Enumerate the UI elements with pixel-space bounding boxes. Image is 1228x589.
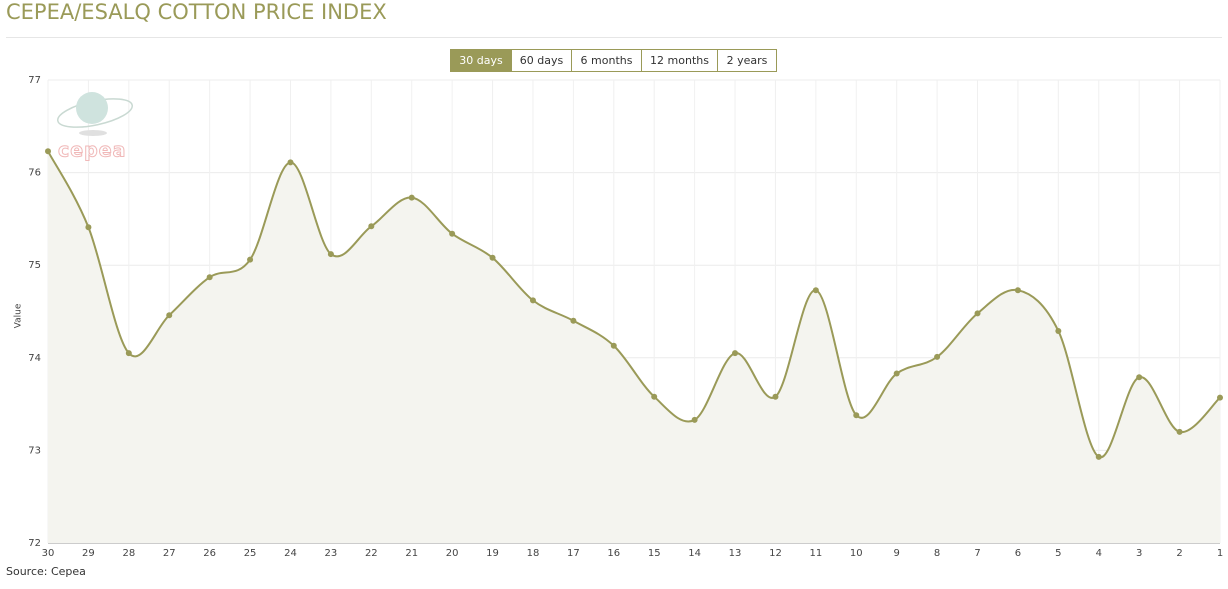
x-tick-label: 15 xyxy=(648,548,661,559)
chart-title: CEPEA/ESALQ COTTON PRICE INDEX xyxy=(6,0,387,24)
x-tick-label: 18 xyxy=(527,548,540,559)
point xyxy=(893,370,900,377)
x-tick-label: 17 xyxy=(567,548,580,559)
x-tick-label: 6 xyxy=(1015,548,1021,559)
x-tick-label: 29 xyxy=(82,548,95,559)
point xyxy=(853,412,860,419)
x-tick-label: 30 xyxy=(42,548,55,559)
y-tick-label: 75 xyxy=(28,260,41,271)
x-tick-label: 21 xyxy=(405,548,418,559)
y-tick-label: 76 xyxy=(28,168,41,179)
x-tick-label: 22 xyxy=(365,548,378,559)
x-tick-label: 11 xyxy=(809,548,822,559)
point xyxy=(408,194,415,201)
point xyxy=(812,287,819,294)
range-button-label[interactable]: 30 days xyxy=(459,54,503,67)
point xyxy=(570,317,577,324)
range-button-label[interactable]: 12 months xyxy=(650,54,709,67)
point xyxy=(85,224,92,231)
point xyxy=(449,230,456,237)
point xyxy=(1217,394,1223,401)
range-selector: 30 days 60 days 6 months 12 months 2 years xyxy=(450,49,777,72)
point xyxy=(247,256,254,263)
x-tick-label: 9 xyxy=(894,548,900,559)
x-tick-label: 23 xyxy=(325,548,338,559)
y-axis-label: Value xyxy=(14,303,24,328)
point xyxy=(125,350,132,357)
point xyxy=(1055,327,1062,334)
point xyxy=(327,251,334,258)
x-tick-label: 2 xyxy=(1176,548,1182,559)
point xyxy=(1136,374,1143,381)
logo-text: cepea xyxy=(58,140,126,162)
point xyxy=(489,254,496,261)
y-tick-label: 73 xyxy=(28,445,41,456)
point xyxy=(1176,428,1183,435)
x-tick-label: 27 xyxy=(163,548,176,559)
point xyxy=(732,350,739,357)
point xyxy=(974,310,981,317)
x-tick-label: 4 xyxy=(1096,548,1102,559)
x-tick-label: 10 xyxy=(850,548,863,559)
x-tick-label: 12 xyxy=(769,548,782,559)
x-tick-label: 7 xyxy=(974,548,980,559)
x-tick-label: 28 xyxy=(122,548,135,559)
x-tick-label: 14 xyxy=(688,548,701,559)
point xyxy=(1095,453,1102,460)
x-tick-label: 13 xyxy=(729,548,742,559)
x-tick-label: 26 xyxy=(203,548,216,559)
point xyxy=(1014,287,1021,294)
y-tick-label: 74 xyxy=(28,353,41,364)
range-button-label[interactable]: 6 months xyxy=(581,54,633,67)
range-button-label[interactable]: 2 years xyxy=(727,54,768,67)
point xyxy=(772,393,779,400)
point xyxy=(368,223,375,230)
x-tick-label: 5 xyxy=(1055,548,1061,559)
point xyxy=(45,148,51,155)
x-tick-label: 24 xyxy=(284,548,297,559)
point xyxy=(610,342,617,349)
point xyxy=(691,416,698,423)
point xyxy=(651,393,658,400)
x-tick-label: 1 xyxy=(1217,548,1223,559)
point xyxy=(934,353,941,360)
y-tick-label: 77 xyxy=(28,75,41,86)
x-tick-label: 16 xyxy=(607,548,620,559)
x-tick-label: 25 xyxy=(244,548,257,559)
y-tick-label: 72 xyxy=(28,538,41,549)
source-note: Source: Cepea xyxy=(6,565,86,578)
x-tick-label: 19 xyxy=(486,548,499,559)
x-tick-label: 8 xyxy=(934,548,940,559)
point xyxy=(287,159,294,166)
range-button[interactable] xyxy=(717,49,777,72)
range-button-label[interactable]: 60 days xyxy=(520,54,564,67)
point xyxy=(529,297,536,304)
logo: cepea xyxy=(56,92,134,162)
point xyxy=(166,312,173,319)
area xyxy=(48,151,1220,543)
x-tick-label: 20 xyxy=(446,548,459,559)
point xyxy=(206,274,213,281)
x-tick-label: 3 xyxy=(1136,548,1142,559)
